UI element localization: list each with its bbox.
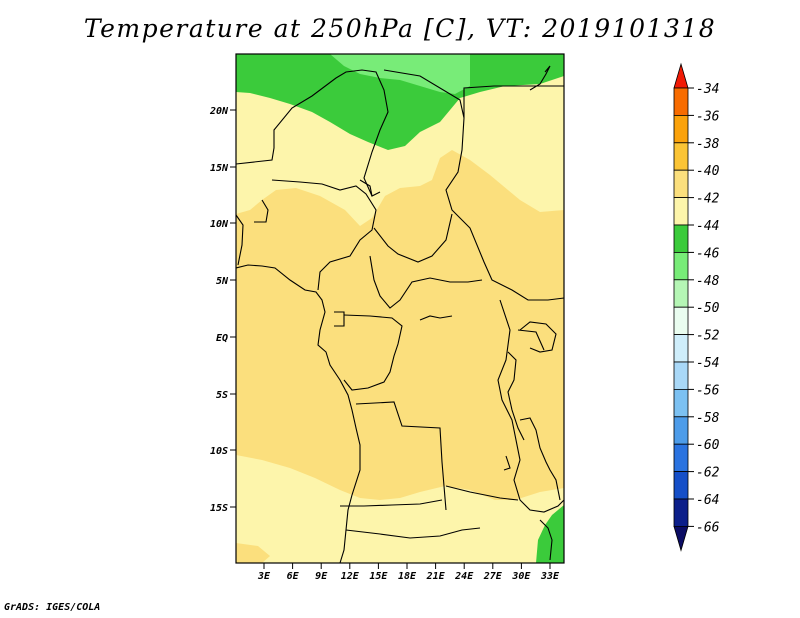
colorbar-label: -56 xyxy=(696,383,720,398)
colorbar-label: -64 xyxy=(696,493,719,508)
colorbar-label: -36 xyxy=(696,109,720,124)
lon-tick-label: 21E xyxy=(426,571,446,582)
colorbar-swatch xyxy=(673,443,689,473)
lon-tick-label: 15E xyxy=(369,571,388,582)
colorbar-swatch xyxy=(673,388,689,418)
colorbar-swatch xyxy=(673,115,689,144)
field-southwest-patch xyxy=(236,543,270,563)
field-north-lightgreen xyxy=(330,54,470,94)
colorbar-swatch xyxy=(673,142,689,171)
lon-tick-label: 9E xyxy=(315,571,328,582)
colorbar-swatch xyxy=(673,334,689,363)
colorbar-swatch xyxy=(673,361,689,390)
lat-tick-label: 5N xyxy=(216,276,229,287)
lat-tick-label: 20N xyxy=(209,106,229,117)
grads-credit: GrADS: IGES/COLA xyxy=(4,602,101,613)
lon-tick-label: 33E xyxy=(540,571,560,582)
colorbar-label: -50 xyxy=(696,301,720,316)
colorbar-swatch xyxy=(673,416,689,445)
colorbar-label: -52 xyxy=(696,329,720,344)
colorbar-swatch xyxy=(673,251,689,281)
colorbar-label: -44 xyxy=(696,219,719,234)
lat-tick-label: 10N xyxy=(210,219,229,230)
map-title: Temperature at 250hPa [C], VT: 201910131… xyxy=(83,14,717,43)
lon-tick-label: 6E xyxy=(287,571,300,582)
lat-tick-label: 15N xyxy=(210,163,229,174)
colorbar-label: -38 xyxy=(696,137,720,152)
lon-tick-label: 30E xyxy=(511,571,531,582)
colorbar-label: -54 xyxy=(696,356,719,371)
latitude-axis: 20N 15N 10N 5N EQ 5S 10S 15S xyxy=(209,106,236,514)
colorbar: -34 -36 -38 -40 -42 -44 -46 -48 -50 -52 -54 -56 -58 -… xyxy=(673,62,720,552)
colorbar-bottom-arrow xyxy=(673,526,689,552)
map-frame xyxy=(235,53,565,564)
lat-tick-label: 15S xyxy=(210,503,228,514)
colorbar-swatch xyxy=(673,87,689,116)
lon-tick-label: 12E xyxy=(341,571,360,582)
lat-tick-label: 10S xyxy=(210,446,228,457)
colorbar-swatch xyxy=(673,279,689,308)
colorbar-label: -46 xyxy=(696,246,720,261)
field-north-green xyxy=(236,54,564,150)
lon-tick-label: 24E xyxy=(454,571,474,582)
lon-tick-label: 27E xyxy=(483,571,503,582)
lon-tick-label: 3E xyxy=(257,571,271,582)
colorbar-swatch xyxy=(673,306,689,336)
colorbar-label: -34 xyxy=(696,82,719,97)
lat-tick-label: EQ xyxy=(216,333,228,344)
colorbar-label: -40 xyxy=(696,164,720,179)
longitude-axis: 3E 6E 9E 12E 15E 18E 21E 24E 27E 30E 33E xyxy=(257,563,560,582)
colorbar-top-arrow xyxy=(673,62,689,89)
colorbar-label: -60 xyxy=(696,438,720,453)
colorbar-label: -66 xyxy=(696,520,720,535)
lon-tick-label: 18E xyxy=(398,571,417,582)
temperature-field xyxy=(236,54,564,563)
lat-tick-label: 5S xyxy=(216,390,228,401)
colorbar-swatch xyxy=(673,197,689,226)
colorbar-swatch xyxy=(673,224,689,253)
colorbar-swatch xyxy=(673,471,689,500)
colorbar-label: -42 xyxy=(696,192,720,207)
field-south-light xyxy=(236,455,564,563)
colorbar-label: -58 xyxy=(696,411,720,426)
colorbar-label: -62 xyxy=(696,466,720,481)
colorbar-label: -48 xyxy=(696,274,720,289)
colorbar-swatch xyxy=(673,169,689,198)
coast-and-borders xyxy=(236,65,564,563)
colorbar-swatch xyxy=(673,498,689,527)
